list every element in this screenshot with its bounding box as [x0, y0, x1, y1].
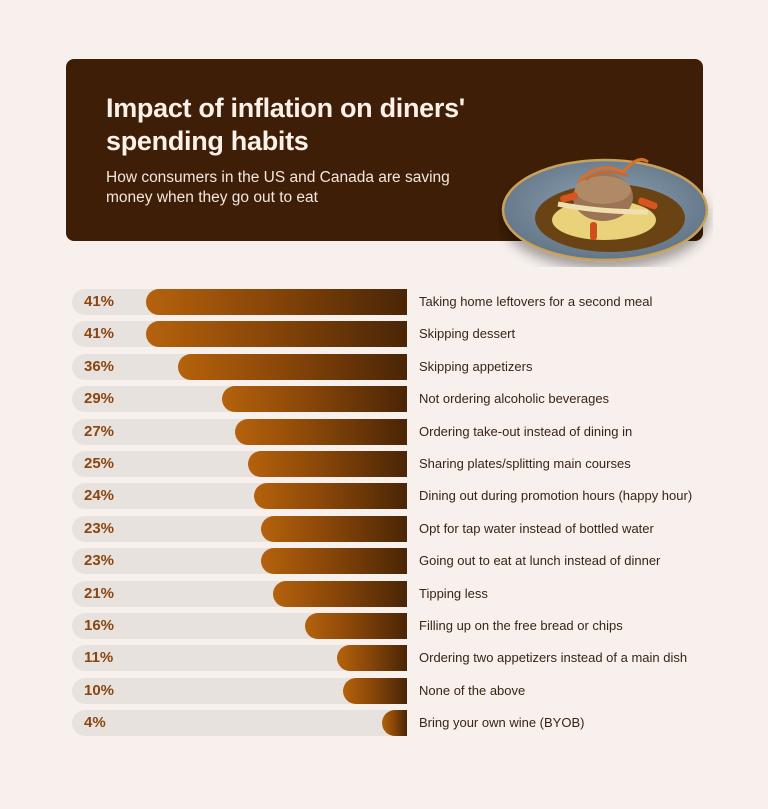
bar — [260, 515, 407, 542]
bar — [305, 613, 407, 639]
row-label: Ordering take-out instead of dining in — [419, 423, 633, 439]
bar-track — [72, 645, 407, 672]
row-label: Going out to eat at lunch instead of din… — [419, 553, 661, 569]
bar — [177, 353, 407, 380]
bar-track — [72, 613, 407, 639]
percent-value: 16% — [84, 617, 115, 634]
bar — [145, 289, 407, 315]
bar — [222, 386, 407, 413]
bar — [273, 580, 407, 607]
chart-row: 36% Skipping appetizers — [72, 353, 732, 380]
row-label: Skipping dessert — [419, 326, 516, 342]
percent-value: 41% — [84, 293, 115, 310]
plated-dish-image — [501, 158, 709, 262]
percent-value: 4% — [84, 714, 106, 732]
chart-row: 25% Sharing plates/splitting main course… — [72, 451, 732, 477]
row-label: Sharing plates/splitting main courses — [419, 456, 631, 471]
bar — [235, 418, 407, 445]
bar-track — [72, 386, 407, 413]
bar-track — [72, 548, 407, 575]
row-label: Bring your own wine (BYOB) — [419, 715, 585, 731]
row-label: Not ordering alcoholic beverages — [419, 391, 610, 407]
percent-value: 23% — [84, 552, 115, 570]
chart-row: 41% Taking home leftovers for a second m… — [72, 289, 732, 315]
bar-track — [72, 353, 407, 380]
percent-value: 10% — [84, 681, 115, 699]
bar-track — [72, 321, 407, 348]
chart-row: 29% Not ordering alcoholic beverages — [72, 386, 732, 413]
bar-track — [72, 580, 407, 607]
chart-row: 4% Bring your own wine (BYOB) — [72, 710, 732, 737]
bar — [254, 483, 407, 510]
chart-row: 21% Tipping less — [72, 580, 732, 607]
bar — [343, 677, 407, 704]
row-label: Filling up on the free bread or chips — [419, 618, 623, 633]
bar-track — [72, 451, 407, 477]
row-label: Tipping less — [419, 585, 488, 601]
percent-value: 23% — [84, 519, 115, 537]
percent-value: 29% — [84, 390, 115, 408]
bar-track — [72, 515, 407, 542]
chart-row: 24% Dining out during promotion hours (h… — [72, 483, 732, 510]
bar — [336, 645, 407, 672]
percent-value: 27% — [84, 422, 115, 440]
bar — [247, 451, 407, 477]
bar-track — [72, 483, 407, 510]
percent-value: 24% — [84, 487, 115, 505]
chart-row: 41% Skipping dessert — [72, 321, 732, 348]
bar — [381, 710, 407, 737]
bar-track — [72, 289, 407, 315]
row-label: Opt for tap water instead of bottled wat… — [419, 520, 654, 536]
percent-value: 36% — [84, 357, 115, 375]
bar-track — [72, 710, 407, 737]
bar-track — [72, 677, 407, 704]
bar — [260, 548, 407, 575]
bar-track — [72, 418, 407, 445]
row-label: Taking home leftovers for a second meal — [419, 294, 653, 309]
row-label: Skipping appetizers — [419, 358, 533, 374]
row-label: None of the above — [419, 682, 526, 698]
row-label: Dining out during promotion hours (happy… — [419, 488, 693, 504]
chart-row: 10% None of the above — [72, 677, 732, 704]
chart-row: 27% Ordering take-out instead of dining … — [72, 418, 732, 445]
chart-row: 11% Ordering two appetizers instead of a… — [72, 645, 732, 672]
percent-value: 21% — [84, 584, 115, 602]
chart-row: 23% Opt for tap water instead of bottled… — [72, 515, 732, 542]
chart-row: 23% Going out to eat at lunch instead of… — [72, 548, 732, 575]
chart-row: 16% Filling up on the free bread or chip… — [72, 613, 732, 639]
page-subtitle: How consumers in the US and Canada are s… — [106, 169, 450, 206]
percent-value: 25% — [84, 455, 115, 472]
page-title: Impact of inflation on diners' spending … — [106, 93, 465, 156]
row-label: Ordering two appetizers instead of a mai… — [419, 650, 688, 666]
bar — [145, 321, 407, 348]
percent-value: 11% — [84, 649, 114, 667]
percent-value: 41% — [84, 325, 115, 343]
